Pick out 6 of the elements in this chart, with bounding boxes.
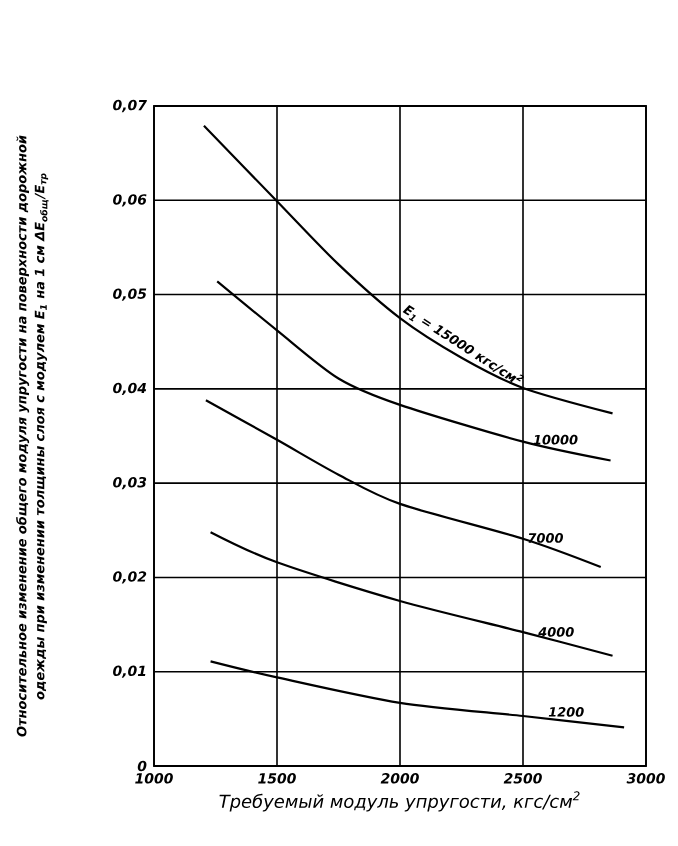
line-series [209, 660, 626, 729]
line-series [209, 531, 614, 657]
line-series [202, 124, 614, 415]
line-series [216, 280, 612, 462]
x-axis-title: Требуемый модуль упругости, кгс/см$^{2}$ [219, 791, 580, 812]
line-series [204, 399, 602, 569]
